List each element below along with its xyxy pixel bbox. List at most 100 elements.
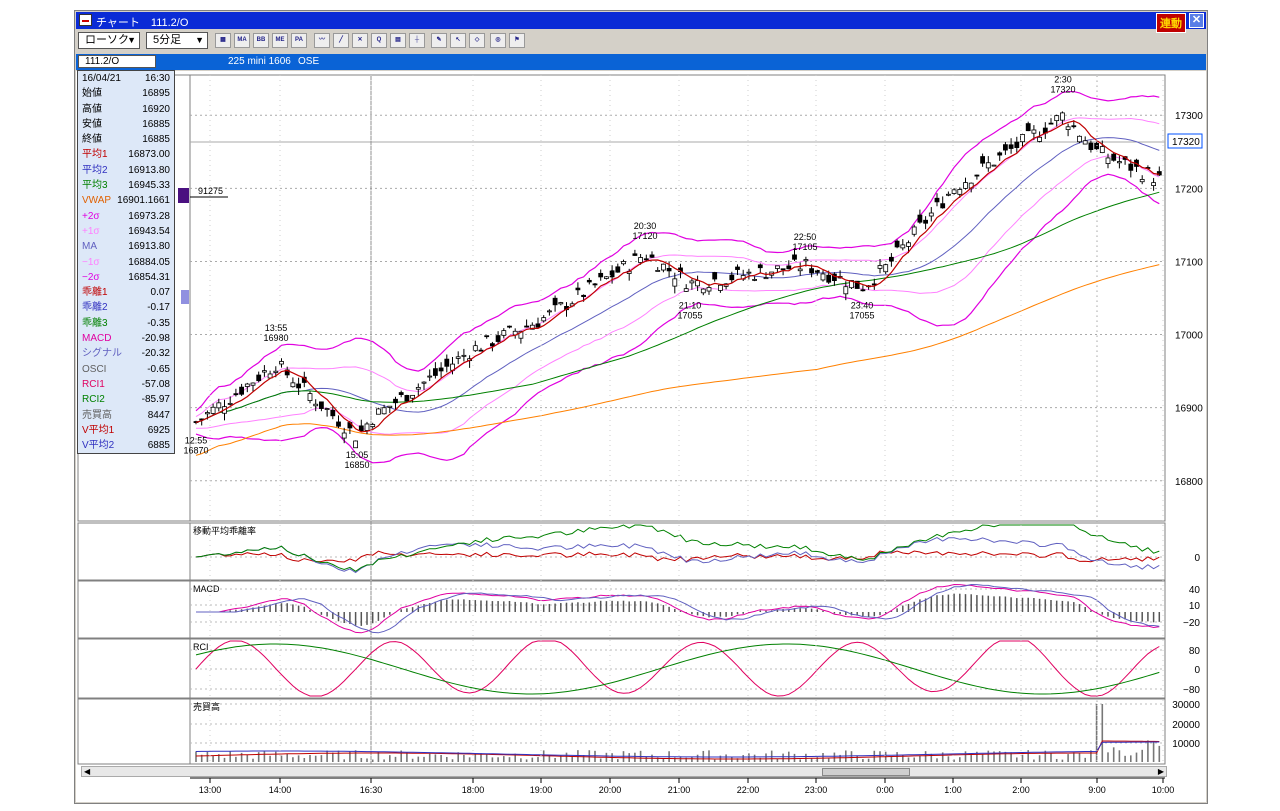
candle-body [786, 265, 792, 270]
candle-body [410, 394, 416, 399]
vwap-line [195, 264, 1160, 456]
candle-body [757, 264, 763, 269]
scrollbar-thumb[interactable] [822, 768, 910, 776]
search-icon[interactable]: ◎ [490, 33, 506, 48]
candle-body [358, 425, 364, 432]
time-axis-label: 20:00 [599, 785, 622, 795]
data-row: −2σ 16854.31 [78, 270, 174, 285]
pen-icon[interactable]: ✎ [431, 33, 447, 48]
candle-body [529, 324, 535, 330]
data-row-value: -0.35 [147, 317, 170, 329]
price-annotation-value: 16980 [263, 333, 288, 343]
data-row-label: RCI2 [82, 394, 105, 406]
data-row-label: 平均2 [82, 164, 108, 176]
candle-body [581, 294, 586, 297]
data-row-value: 16885 [142, 118, 170, 130]
indicator-icon[interactable]: ▤ [390, 33, 406, 48]
bollinger-upper-2 [195, 91, 1160, 412]
fibonacci-icon[interactable]: ✕ [352, 33, 368, 48]
price-axis-label: 16800 [1175, 477, 1203, 488]
data-row-value: 16895 [142, 88, 170, 100]
info-bar: 111.2/O 225 mini 1606 OSE [76, 54, 1206, 70]
candle-body [336, 421, 341, 427]
candle-body [906, 242, 911, 247]
candle-body [398, 392, 404, 395]
candle-body [387, 405, 393, 408]
subchart-axis-label: 80 [1189, 646, 1201, 657]
data-row-value: -57.08 [141, 378, 170, 390]
data-row-label: 乖離1 [82, 287, 108, 299]
moving-average-center [195, 137, 1160, 423]
price-annotation-value: 16870 [183, 446, 208, 456]
candle-body [341, 432, 347, 439]
current-price-box [1167, 133, 1203, 149]
me-button[interactable]: ME [272, 33, 288, 48]
chart-area[interactable] [76, 71, 1206, 802]
subchart-axis-label: 30000 [1172, 700, 1200, 711]
chart-pane [189, 522, 1166, 581]
price-axis-label: 17200 [1175, 184, 1203, 195]
candle-body [518, 330, 524, 339]
data-row-value: 16945.33 [128, 180, 170, 192]
candle-body [353, 440, 359, 449]
subchart-title: RCI [193, 642, 209, 652]
ma-button[interactable]: MA [234, 33, 250, 48]
candle-body [478, 349, 484, 352]
bb-button[interactable]: BB [253, 33, 269, 48]
candle-body [940, 203, 946, 209]
data-row: RCI1 -57.08 [78, 377, 174, 392]
candle-body [700, 288, 706, 294]
horizontal-scrollbar[interactable]: ◀ ▶ [81, 766, 1167, 777]
data-row-value: 16884.05 [128, 256, 170, 268]
data-row-value: -20.32 [141, 348, 170, 360]
candle-body [917, 214, 923, 223]
deviation-line-2 [195, 537, 1160, 574]
data-row: OSCI -0.65 [78, 362, 174, 377]
candle-body [1077, 135, 1082, 143]
macd-line [196, 583, 1160, 634]
price-annotation-time: 15:05 [346, 450, 369, 460]
data-row-label: V平均2 [82, 440, 115, 452]
candle-body [877, 265, 883, 269]
subchart-axis-label: −80 [1183, 685, 1200, 696]
pa-button[interactable]: PA [291, 33, 307, 48]
link-button[interactable]: 連動 [1156, 13, 1186, 33]
data-row: +2σ 16973.28 [78, 209, 174, 224]
time-axis-label: 2:00 [1012, 785, 1030, 795]
volume-profile-marker [181, 290, 189, 304]
subchart-axis-label: 0 [1194, 665, 1200, 676]
candle-body [712, 272, 718, 280]
candle-body [381, 407, 387, 415]
time-axis-label: 18:00 [462, 785, 485, 795]
period-icon[interactable]: ┼ [409, 33, 425, 48]
scroll-right-icon[interactable]: ▶ [1157, 767, 1164, 776]
chart-type-select[interactable]: ローソク ▼ [78, 32, 140, 49]
flag-icon[interactable]: ⚑ [509, 33, 525, 48]
zoom-icon[interactable]: Q [371, 33, 387, 48]
close-icon[interactable]: ✕ [1189, 13, 1204, 28]
symbol-input[interactable]: 111.2/O [78, 55, 156, 68]
scroll-left-icon[interactable]: ◀ [84, 767, 91, 776]
time-axis-label: 0:00 [876, 785, 894, 795]
candle-body [535, 323, 541, 328]
subchart-title: 売買高 [193, 701, 220, 712]
candle-body [735, 266, 740, 270]
candle-body [244, 383, 250, 387]
line-chart-icon[interactable]: 〰 [314, 33, 330, 48]
candle-body [638, 257, 643, 263]
trend-tool-icon[interactable]: ╱ [333, 33, 349, 48]
price-annotation-value: 16850 [344, 460, 369, 470]
chart-settings-icon[interactable]: ▦ [215, 33, 231, 48]
data-row-value: -85.97 [141, 394, 170, 406]
candle-body [307, 393, 313, 401]
candle-body [832, 273, 837, 281]
candle-body [1117, 161, 1122, 164]
price-annotation-value: 17120 [632, 231, 657, 241]
candle-body [854, 280, 860, 289]
candle-body [239, 386, 245, 395]
eraser-icon[interactable]: ◇ [469, 33, 485, 48]
interval-select[interactable]: 5分足 ▼ [146, 32, 208, 49]
window-title: チャート 111.2/O [96, 17, 189, 29]
pointer-icon[interactable]: ↖ [450, 33, 466, 48]
